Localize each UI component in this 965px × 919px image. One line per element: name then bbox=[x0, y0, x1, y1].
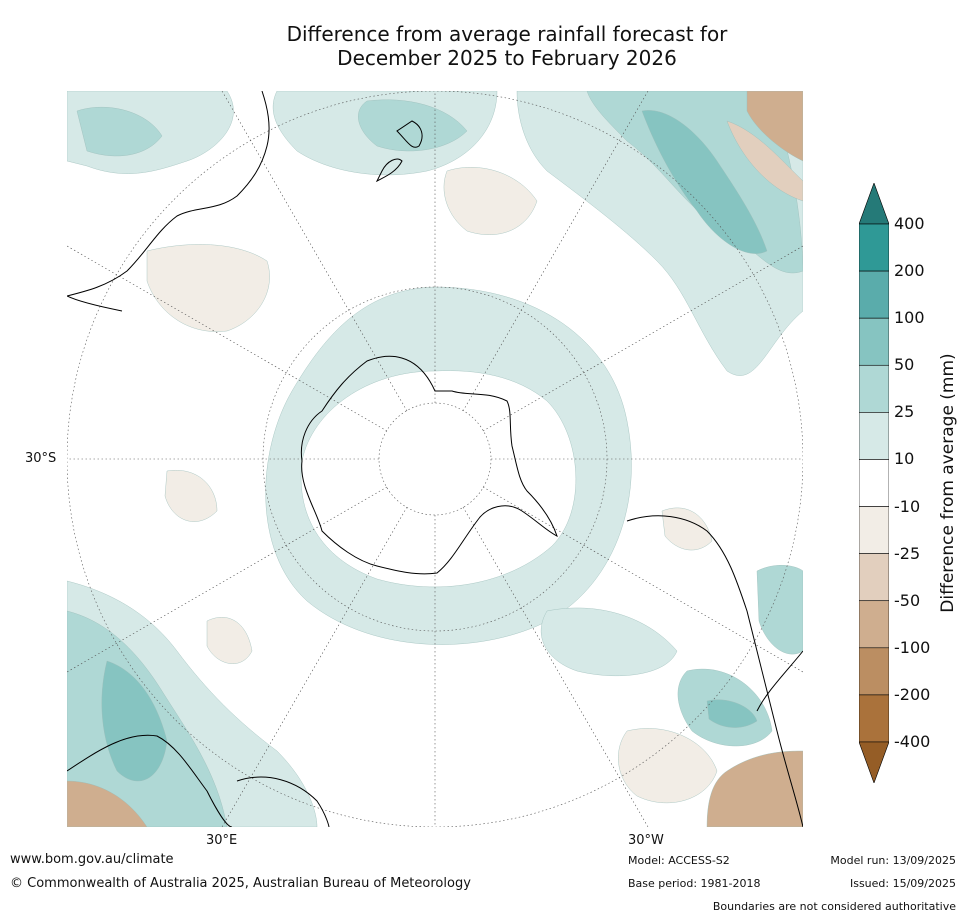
colorbar-tick-label: 25 bbox=[894, 402, 915, 422]
footer-issued: Issued: 15/09/2025 bbox=[849, 877, 956, 890]
colorbar-tick-label: -400 bbox=[894, 732, 931, 751]
map-title: Difference from average rainfall forecas… bbox=[180, 22, 834, 70]
colorbar-segment bbox=[859, 412, 889, 460]
anomaly-shading bbox=[67, 91, 803, 827]
colorbar-segment bbox=[859, 600, 889, 649]
lon-label-30w: 30°W bbox=[628, 833, 664, 848]
colorbar-segment bbox=[859, 270, 889, 319]
colorbar-segment bbox=[859, 317, 889, 366]
colorbar-title: Difference from average (mm) bbox=[938, 353, 958, 613]
graticule bbox=[67, 91, 803, 827]
australia-coast bbox=[67, 91, 270, 297]
colorbar-segment bbox=[859, 647, 889, 696]
colorbar-segment bbox=[859, 553, 889, 602]
footer-url: www.bom.gov.au/climate bbox=[10, 852, 174, 867]
colorbar-tick-label: 100 bbox=[894, 308, 925, 328]
colorbar-tick-label: 10 bbox=[894, 449, 915, 469]
new-zealand-coast bbox=[375, 120, 423, 183]
lat-label-30s: 30°S bbox=[25, 451, 57, 466]
colorbar-segment bbox=[859, 223, 889, 272]
colorbar-segment bbox=[859, 459, 889, 507]
colorbar-tick-label: -25 bbox=[894, 543, 921, 563]
rainfall-map bbox=[67, 91, 803, 827]
africa-coast bbox=[67, 734, 233, 827]
footer-copyright: © Commonwealth of Australia 2025, Austra… bbox=[10, 876, 471, 891]
south-america-coast bbox=[626, 515, 803, 827]
footer-disclaimer: Boundaries are not considered authoritat… bbox=[712, 900, 956, 913]
colorbar bbox=[859, 183, 889, 783]
footer-base-period: Base period: 1981-2018 bbox=[628, 877, 761, 890]
footer-model-run: Model run: 13/09/2025 bbox=[830, 854, 956, 867]
colorbar-extend-top bbox=[859, 183, 889, 225]
title-line-2: December 2025 to February 2026 bbox=[337, 46, 677, 70]
colorbar-tick-label: -100 bbox=[894, 637, 931, 657]
coastlines bbox=[67, 91, 803, 827]
colorbar-segment bbox=[859, 694, 889, 743]
footer-model: Model: ACCESS-S2 bbox=[628, 854, 730, 867]
colorbar-segment bbox=[859, 506, 889, 554]
colorbar-tick-label: 50 bbox=[894, 355, 915, 375]
colorbar-tick-label: 400 bbox=[894, 214, 925, 233]
lon-label-30e: 30°E bbox=[206, 833, 238, 848]
colorbar-tick-label: -50 bbox=[894, 590, 921, 610]
colorbar-tick-label: -200 bbox=[894, 684, 931, 704]
antarctica-coast bbox=[300, 355, 558, 575]
colorbar-segment bbox=[859, 364, 889, 413]
colorbar-tick-label: -10 bbox=[894, 496, 921, 516]
title-line-1: Difference from average rainfall forecas… bbox=[286, 22, 728, 46]
colorbar-tick-label: 200 bbox=[894, 261, 925, 281]
colorbar-extend-bottom bbox=[859, 741, 889, 783]
